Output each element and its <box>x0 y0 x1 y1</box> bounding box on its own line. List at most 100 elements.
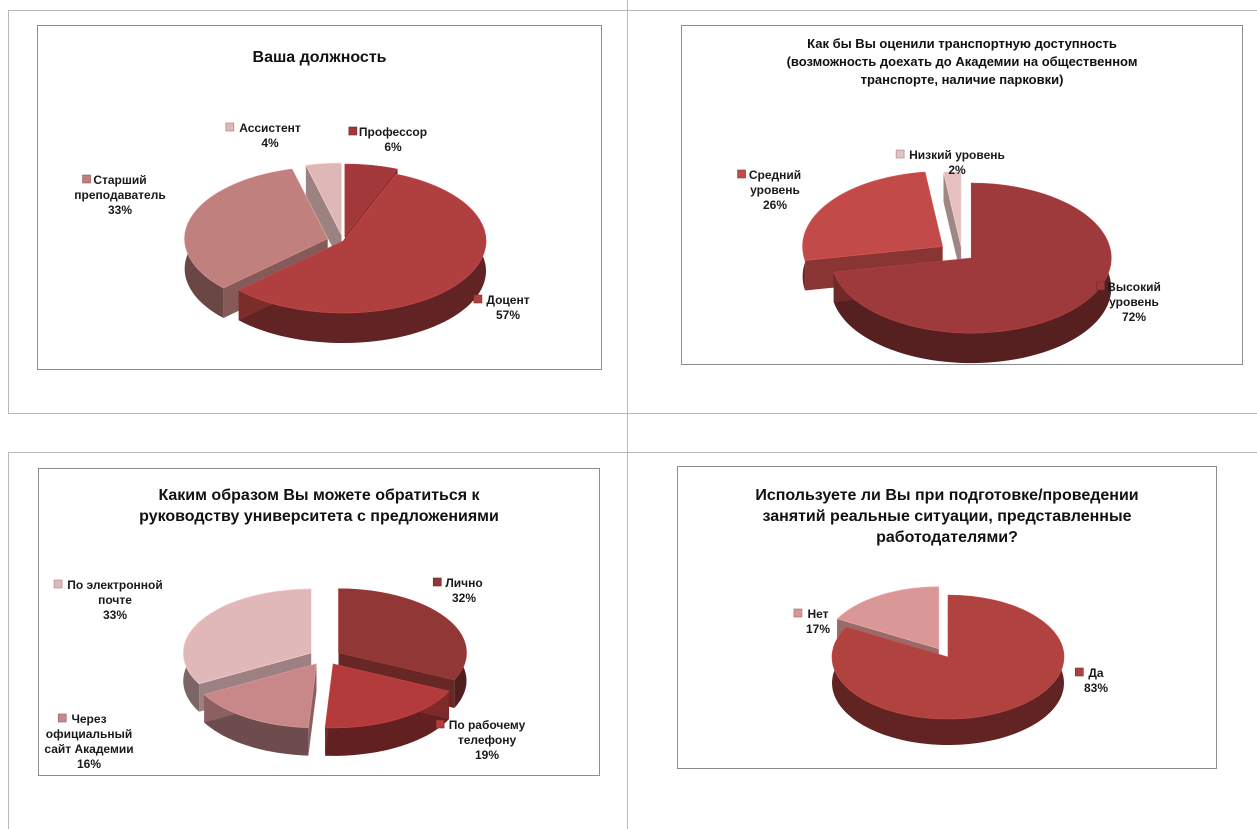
grid-line-left-edge-bottom <box>8 452 9 829</box>
data-label-line: почте <box>98 593 132 607</box>
data-label-line: Через <box>71 712 106 726</box>
data-label-line: 33% <box>108 203 132 217</box>
pie-slice-высокий-уровень-top <box>833 182 1112 334</box>
pie-slice-доцент-side <box>238 174 486 343</box>
pie-slice-по-рабочему-телефону-top <box>324 663 450 729</box>
legend-key <box>793 608 803 618</box>
pie-slice-через-официальный-сайт-академии-side <box>204 694 309 756</box>
chart-title: Как бы Вы оценили транспортную доступнос… <box>682 35 1242 89</box>
legend-key <box>225 122 235 132</box>
data-label-line: Нет <box>807 607 828 621</box>
grid-line-top-right <box>628 10 1257 11</box>
chart-contact: Каким образом Вы можете обратиться к рук… <box>38 468 600 776</box>
chart-title-line: Ваша должность <box>252 49 387 66</box>
pie-slice-ассистент-cut-0 <box>305 165 342 266</box>
chart-title-line: занятий реальные ситуации, представленны… <box>762 508 1132 525</box>
legend-key <box>82 174 91 184</box>
data-label-line: 4% <box>261 136 279 150</box>
legend-key <box>348 126 358 136</box>
data-label-line: сайт Академии <box>44 742 133 756</box>
pie-slice-по-электронной-почте-top <box>182 588 312 685</box>
pie-slice-через-официальный-сайт-академии <box>203 663 317 756</box>
data-label-line: 57% <box>496 308 520 322</box>
legend-key <box>895 149 905 159</box>
pie-slice-да-top <box>831 594 1065 720</box>
data-label-line: 2% <box>948 163 966 177</box>
data-label-line: уровень <box>1109 295 1159 309</box>
chart-title-line: Как бы Вы оценили транспортную доступнос… <box>807 36 1117 51</box>
chart-position: Ваша должность Профессор 6% Доцент 57% Старш… <box>37 25 602 370</box>
data-label-line: преподаватель <box>74 188 165 202</box>
legend-key <box>1074 667 1084 677</box>
pie-slice-средний-уровень-top <box>802 171 943 261</box>
legend-key <box>432 577 442 587</box>
pie-slice-по-рабочему-телефону <box>324 663 450 756</box>
chart-title-line: работодателями? <box>876 529 1018 546</box>
data-label-line: 19% <box>475 748 499 762</box>
pie-slice-профессор-top <box>344 163 399 237</box>
data-label-line: Ассистент <box>239 121 301 135</box>
chart-title-line: Каким образом Вы можете обратиться к <box>158 487 480 504</box>
legend-key <box>53 579 63 589</box>
pie-slice-низкий-уровень <box>943 171 962 277</box>
chart-title-line: (возможность доехать до Академии на обще… <box>786 54 1138 69</box>
legend-key <box>57 713 67 723</box>
pie-slice-через-официальный-сайт-академии-top <box>203 663 317 728</box>
chart-title-line: Используете ли Вы при подготовке/проведе… <box>755 487 1139 504</box>
chart-title: Ваша должность <box>38 48 601 68</box>
pie-slice-по-рабочему-телефону-side <box>325 691 449 756</box>
pie-slice-доцент-top <box>238 173 487 314</box>
data-label-line: официальный <box>46 727 133 741</box>
grid-line-lower <box>8 452 1257 453</box>
data-label-line: Средний <box>749 168 801 182</box>
pie-slice-низкий-уровень-cut-0 <box>943 172 962 277</box>
pie-slice-ассистент-top <box>305 162 342 236</box>
data-label-line: 33% <box>103 608 127 622</box>
pie-slice-высокий-уровень <box>833 182 1112 364</box>
pie-slice-ассистент <box>305 162 342 266</box>
pie-slice-лично-top <box>338 588 467 681</box>
data-label-line: 32% <box>452 591 476 605</box>
legend-key <box>435 719 445 729</box>
data-label-line: Доцент <box>486 293 529 307</box>
grid-line-vertical <box>627 0 628 829</box>
chart-title-line: руководству университета с предложениями <box>139 508 499 525</box>
data-label-line: 17% <box>806 622 830 636</box>
grid-line-top-left <box>8 10 627 11</box>
pie-slice-да <box>831 594 1065 745</box>
chart-title: Каким образом Вы можете обратиться к рук… <box>39 485 599 527</box>
legend-key <box>1096 281 1105 291</box>
data-label-line: Да <box>1088 666 1104 680</box>
grid-line-middle <box>8 413 1257 414</box>
data-label-line: телефону <box>458 733 517 747</box>
chart-employers: Используете ли Вы при подготовке/проведе… <box>677 466 1217 769</box>
data-label-line: 83% <box>1084 681 1108 695</box>
legend-key <box>473 294 483 304</box>
data-label-line: 16% <box>77 757 101 771</box>
data-label-line: Лично <box>445 576 482 590</box>
data-label-line: 6% <box>384 140 402 154</box>
grid-line-left-edge-top <box>8 10 9 413</box>
data-label-line: уровень <box>750 183 800 197</box>
legend-key <box>737 169 746 179</box>
data-label-line: 26% <box>763 198 787 212</box>
data-label-line: Низкий уровень <box>909 148 1005 162</box>
pie-slice-старший-преподаватель-top <box>184 168 329 289</box>
data-label-line: Старший <box>93 173 146 187</box>
pie-chart-transport: Высокийуровень72%Среднийуровень26%Низкий… <box>737 148 1161 364</box>
